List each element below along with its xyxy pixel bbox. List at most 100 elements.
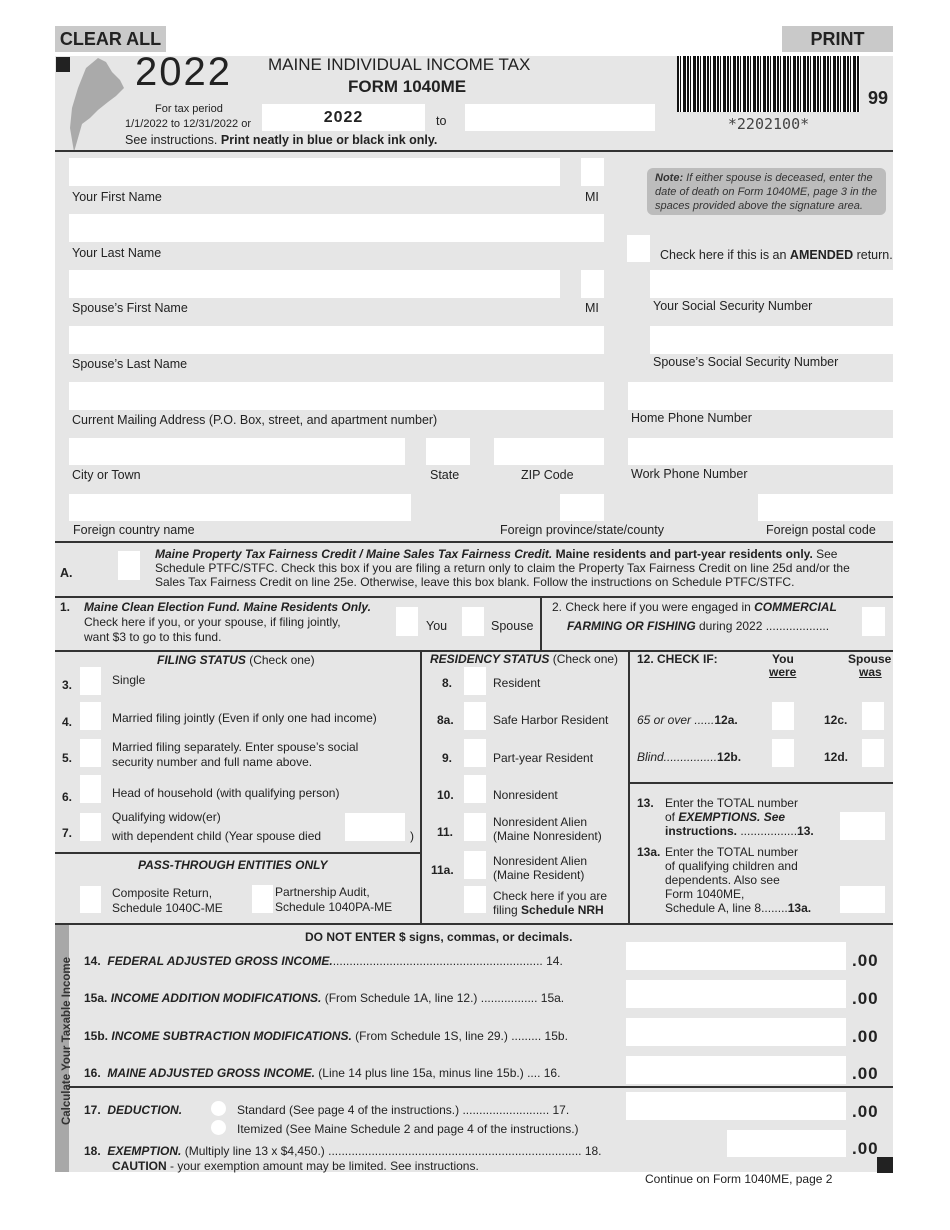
- 65-or-over-label: 65 or over ......: [637, 713, 715, 727]
- state-label: State: [430, 468, 460, 482]
- divider: [540, 596, 542, 650]
- spouse-mi-input[interactable]: [581, 270, 604, 298]
- you-were-label-2: were: [769, 665, 797, 679]
- home-phone-input[interactable]: [628, 382, 893, 410]
- zip-input[interactable]: [494, 438, 604, 465]
- line-a-text-3: Sales Tax Fairness Credit on line 25e. O…: [155, 575, 795, 589]
- line-a-number: A.: [60, 566, 73, 580]
- line-7-number: 7.: [62, 826, 73, 840]
- line-11-number: 11.: [437, 825, 454, 839]
- you-65-checkbox[interactable]: [772, 702, 794, 730]
- amended-checkbox[interactable]: [627, 235, 650, 262]
- year-spouse-died-input[interactable]: [345, 813, 405, 841]
- state-input[interactable]: [426, 438, 470, 465]
- qualifying-widow-checkbox[interactable]: [80, 813, 101, 841]
- form-code: 99: [868, 88, 889, 108]
- first-name-label: Your First Name: [72, 190, 162, 204]
- exemptions-input[interactable]: [840, 812, 885, 840]
- federal-agi-input[interactable]: [626, 942, 846, 970]
- spouse-ssn-label: Spouse’s Social Security Number: [653, 355, 839, 369]
- address-label: Current Mailing Address (P.O. Box, stree…: [72, 413, 438, 427]
- city-input[interactable]: [69, 438, 405, 465]
- you-label: You: [426, 619, 448, 633]
- clean-election-spouse-checkbox[interactable]: [462, 607, 484, 636]
- farming-fishing-checkbox[interactable]: [862, 607, 885, 636]
- ssn-input[interactable]: [650, 270, 893, 298]
- partnership-label: Partnership Audit,: [275, 885, 370, 899]
- check-if-header: 12. CHECK IF:: [637, 652, 718, 666]
- work-phone-label: Work Phone Number: [631, 467, 748, 481]
- address-input[interactable]: [69, 382, 604, 410]
- clear-all-button[interactable]: CLEAR ALL: [55, 26, 166, 52]
- qualifying-widow-label: Qualifying widow(er): [112, 810, 221, 824]
- to-label: to: [436, 114, 447, 128]
- line-16-cents: .00: [852, 1064, 879, 1083]
- work-phone-input[interactable]: [628, 438, 893, 465]
- last-name-input[interactable]: [69, 214, 604, 242]
- nonresident-alien-resident-checkbox[interactable]: [464, 851, 486, 879]
- period-end-input[interactable]: [465, 104, 655, 131]
- income-section-sidebar: [55, 925, 69, 1172]
- clean-election-you-checkbox[interactable]: [396, 607, 418, 636]
- schedule-nrh-checkbox[interactable]: [464, 886, 486, 913]
- spouse-last-name-input[interactable]: [69, 326, 604, 354]
- qualifying-children-input[interactable]: [840, 886, 885, 913]
- mi-input[interactable]: [581, 158, 604, 186]
- nonresident-alien-resident-label: Nonresident Alien: [493, 854, 588, 868]
- resident-checkbox[interactable]: [464, 667, 486, 695]
- period-start-input[interactable]: 2022: [262, 104, 425, 131]
- spouse-65-checkbox[interactable]: [862, 702, 884, 730]
- single-label: Single: [112, 673, 146, 687]
- foreign-country-input[interactable]: [69, 494, 411, 521]
- spouse-label: Spouse: [491, 619, 534, 633]
- married-separately-checkbox[interactable]: [80, 739, 101, 767]
- safe-harbor-checkbox[interactable]: [464, 702, 486, 730]
- first-name-input[interactable]: [69, 158, 560, 186]
- composite-return-checkbox[interactable]: [80, 886, 101, 913]
- registration-mark: [56, 57, 70, 72]
- foreign-postal-input[interactable]: [758, 494, 893, 521]
- spouse-ssn-input[interactable]: [650, 326, 893, 354]
- tax-period-label: For tax period: [155, 103, 223, 115]
- line-12c-number: 12c.: [824, 713, 848, 727]
- foreign-province-label: Foreign province/state/county: [500, 523, 664, 537]
- line-3-number: 3.: [62, 678, 73, 692]
- partnership-audit-checkbox[interactable]: [252, 885, 273, 913]
- line-13a-number: 13a.: [637, 845, 661, 859]
- part-year-checkbox[interactable]: [464, 739, 486, 767]
- divider: [55, 541, 893, 543]
- single-checkbox[interactable]: [80, 667, 101, 695]
- line-10-number: 10.: [437, 788, 454, 802]
- married-jointly-checkbox[interactable]: [80, 702, 101, 730]
- ptfc-checkbox[interactable]: [118, 551, 140, 580]
- line-12b-number: 12b.: [717, 750, 742, 764]
- income-addition-input[interactable]: [626, 980, 846, 1008]
- nonresident-alien-checkbox[interactable]: [464, 813, 486, 841]
- nonresident-checkbox[interactable]: [464, 775, 486, 803]
- head-of-household-label: Head of household (with qualifying perso…: [112, 786, 340, 800]
- income-subtraction-input[interactable]: [626, 1018, 846, 1046]
- foreign-province-input[interactable]: [560, 494, 604, 521]
- print-button[interactable]: PRINT: [782, 26, 893, 52]
- deduction-input[interactable]: [626, 1092, 846, 1120]
- line-13a-text-1: Enter the TOTAL number: [665, 845, 798, 859]
- nonresident-alien-label: Nonresident Alien: [493, 815, 588, 829]
- line-15b-cents: .00: [852, 1027, 879, 1046]
- line-a-text-2: Schedule PTFC/STFC. Check this box if yo…: [155, 561, 850, 575]
- nonresident-alien-label-2: (Maine Nonresident): [493, 829, 602, 843]
- spouse-blind-checkbox[interactable]: [862, 739, 884, 767]
- married-separately-label: Married filing separately. Enter spouse’…: [112, 740, 359, 754]
- divider: [420, 650, 422, 923]
- spouse-last-name-label: Spouse’s Last Name: [72, 357, 188, 371]
- maine-agi-input[interactable]: [626, 1056, 846, 1084]
- barcode: [677, 56, 860, 112]
- exemption-input[interactable]: [727, 1130, 846, 1157]
- spouse-first-name-input[interactable]: [69, 270, 560, 298]
- itemized-deduction-radio[interactable]: [211, 1120, 226, 1135]
- ink-instruction: Print neatly in blue or black ink only.: [220, 133, 438, 147]
- standard-deduction-radio[interactable]: [211, 1101, 226, 1116]
- head-of-household-checkbox[interactable]: [80, 775, 101, 803]
- income-section-title: Calculate Your Taxable Income: [61, 956, 73, 1126]
- you-blind-checkbox[interactable]: [772, 739, 794, 767]
- line-6-number: 6.: [62, 790, 73, 804]
